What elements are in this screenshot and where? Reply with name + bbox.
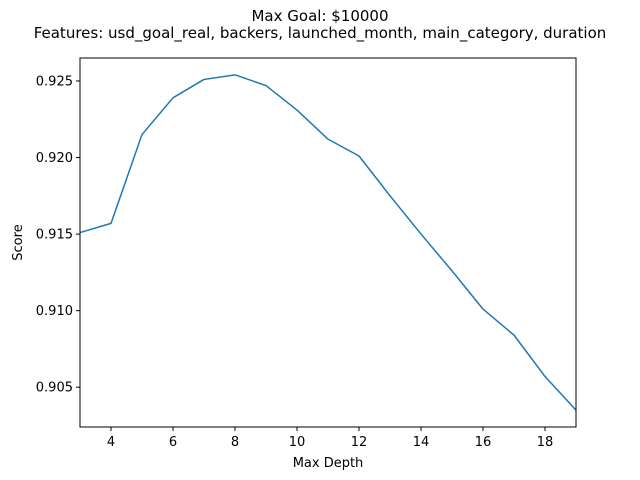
x-tick-label: 16 [475,435,492,450]
y-axis-label: Score [11,224,26,260]
y-tick-label: 0.905 [36,381,73,396]
x-tick-label: 10 [289,435,306,450]
x-axis-label: Max Depth [293,456,364,471]
y-tick-label: 0.925 [36,74,73,89]
y-tick-label: 0.915 [36,228,73,243]
x-axis-ticks: 4 6 8 10 12 14 16 18 [107,427,553,450]
chart-subtitle: Features: usd_goal_real, backers, launch… [34,24,607,43]
x-tick-label: 14 [413,435,430,450]
plot-frame [79,57,577,428]
plot-marks [79,74,577,411]
chart-title: Max Goal: $10000 [251,7,388,25]
x-tick-label: 18 [537,435,554,450]
x-tick-label: 8 [231,435,239,450]
y-tick-label: 0.920 [36,151,73,166]
series-line [79,74,577,411]
x-tick-label: 12 [351,435,368,450]
x-tick-label: 4 [107,435,115,450]
y-axis-ticks: 0.905 0.910 0.915 0.920 0.925 [36,74,80,396]
x-tick-label: 6 [169,435,177,450]
y-tick-label: 0.910 [36,304,73,319]
